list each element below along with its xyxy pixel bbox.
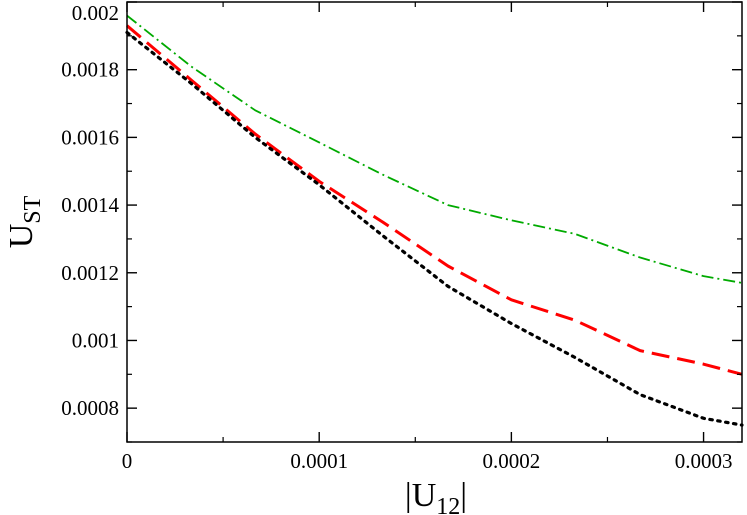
x-axis-label-main: U	[412, 477, 437, 514]
y-tick-label: 0.0008	[61, 396, 119, 420]
series-line-1	[126, 24, 743, 376]
x-axis-label-bar-right: |	[460, 477, 467, 514]
y-axis-label-main: U	[3, 224, 40, 249]
x-axis-label: |U12|	[405, 477, 467, 515]
x-tick-label: 0.0001	[290, 449, 348, 473]
y-tick-label: 0.001	[72, 328, 119, 352]
x-tick-label: 0	[122, 449, 133, 473]
y-tick-label: 0.0016	[61, 125, 119, 149]
y-axis-label: UST	[3, 195, 46, 248]
y-tick-label: 0.0018	[61, 58, 119, 82]
x-axis-label-sub: 12	[436, 494, 460, 515]
y-axis-label-sub: ST	[20, 195, 46, 223]
y-tick-label: 0.0014	[61, 193, 119, 217]
x-tick-label: 0.0002	[483, 449, 541, 473]
x-tick-label: 0.0003	[675, 449, 733, 473]
series-line-2	[125, 30, 744, 427]
y-tick-label: 0.0012	[61, 261, 119, 285]
ticks-layer: 0 0.0001 0.0002 0.0003 0.0008 0.001 0.0012 0.00…	[61, 1, 742, 473]
y-tick-label: 0.002	[72, 1, 119, 25]
plot-frame	[126, 1, 743, 443]
series-line-0	[126, 14, 743, 284]
series-layer	[125, 14, 744, 427]
x-axis-label-bar-left: |	[405, 477, 412, 514]
